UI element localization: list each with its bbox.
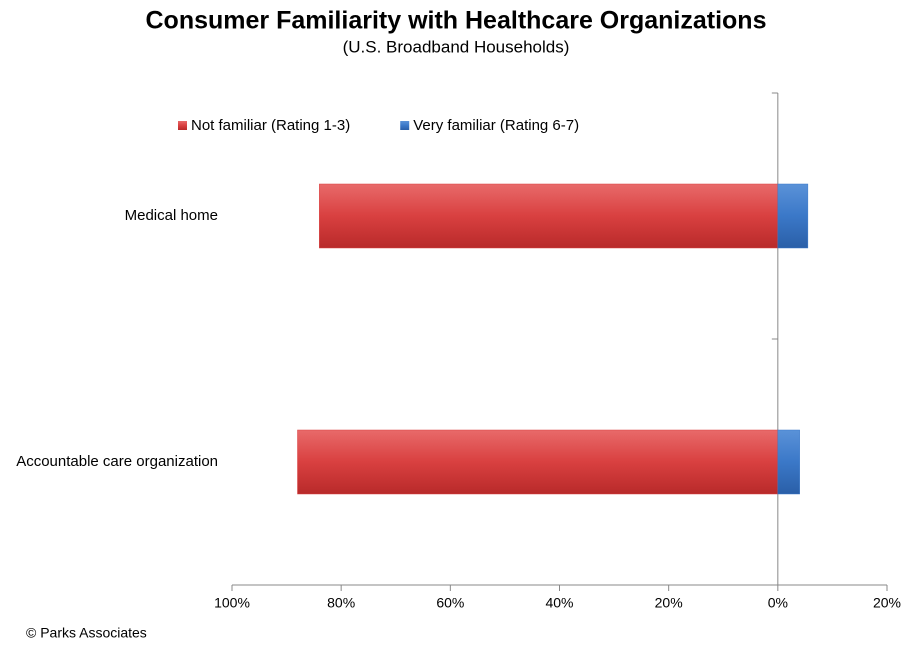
source-note: © Parks Associates xyxy=(26,625,147,641)
x-tick-label: 80% xyxy=(327,595,355,611)
x-tick-label: 20% xyxy=(873,595,901,611)
bar xyxy=(319,183,779,249)
legend-swatch xyxy=(178,121,187,130)
chart-subtitle: (U.S. Broadband Households) xyxy=(343,37,570,56)
y-tick-label: Medical home xyxy=(125,207,218,224)
x-tick-label: 100% xyxy=(214,595,250,611)
chart-title: Consumer Familiarity with Healthcare Org… xyxy=(146,7,767,35)
bar xyxy=(777,183,809,249)
x-tick-label: 60% xyxy=(436,595,464,611)
bar xyxy=(297,429,779,495)
legend-label: Very familiar (Rating 6-7) xyxy=(413,117,579,134)
x-tick-label: 0% xyxy=(768,595,788,611)
legend-swatch xyxy=(400,121,410,130)
legend-label: Not familiar (Rating 1-3) xyxy=(191,117,350,134)
bar xyxy=(777,429,800,495)
x-tick-label: 40% xyxy=(545,595,573,611)
x-tick-label: 20% xyxy=(655,595,683,611)
y-tick-label: Accountable care organization xyxy=(16,453,218,470)
